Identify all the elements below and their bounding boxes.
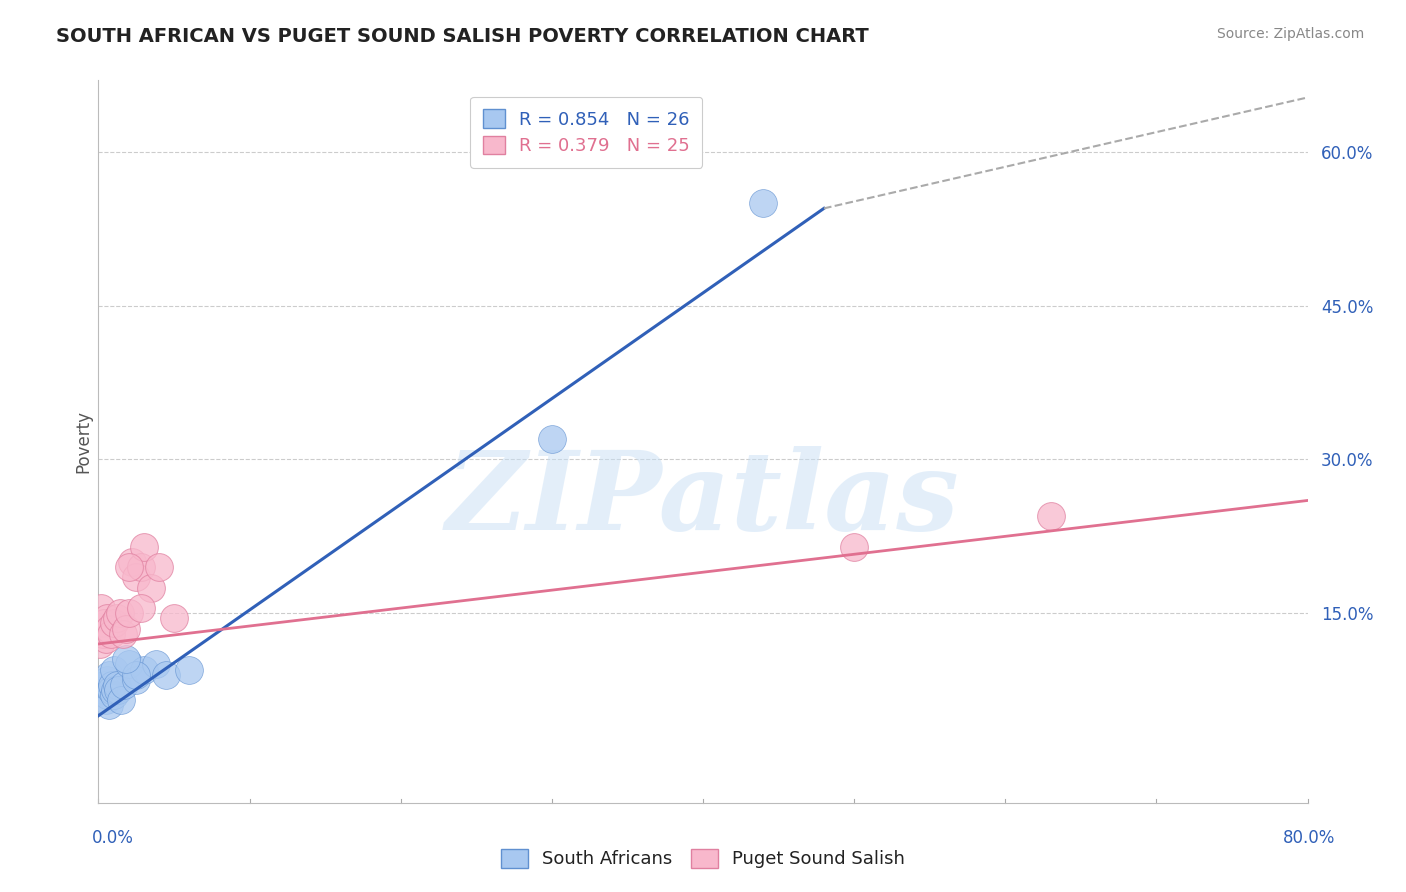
Point (103, 663, 125, 677)
Point (105, 611, 128, 625)
Point (108, 606, 131, 620)
Point (93, 678, 115, 692)
Point (89, 637, 111, 651)
Point (114, 622, 136, 636)
Point (91, 626, 114, 640)
Point (93, 616, 115, 631)
Point (155, 667, 177, 681)
Point (129, 560, 152, 574)
Point (125, 667, 148, 681)
Point (96, 611, 118, 625)
Point (100, 626, 122, 640)
Y-axis label: Poverty: Poverty (75, 410, 93, 473)
Text: SOUTH AFRICAN VS PUGET SOUND SALISH POVERTY CORRELATION CHART: SOUTH AFRICAN VS PUGET SOUND SALISH POVE… (56, 27, 869, 45)
Point (844, 540, 866, 554)
Point (132, 663, 155, 677)
Text: ZIPatlas: ZIPatlas (446, 446, 960, 553)
Point (540, 432, 562, 446)
Point (98, 698, 121, 713)
Point (141, 581, 163, 595)
Point (100, 683, 122, 698)
Point (129, 601, 152, 615)
Point (96, 673, 118, 687)
Point (104, 683, 127, 698)
Point (179, 663, 201, 677)
Point (103, 688, 125, 702)
Text: Source: ZipAtlas.com: Source: ZipAtlas.com (1216, 27, 1364, 41)
Point (118, 657, 141, 672)
Point (114, 652, 136, 666)
Point (98, 667, 121, 681)
Point (125, 570, 148, 584)
Point (125, 673, 148, 687)
Point (1039, 508, 1062, 523)
Point (118, 606, 141, 620)
Point (752, 196, 775, 211)
Legend: South Africans, Puget Sound Salish: South Africans, Puget Sound Salish (494, 841, 912, 876)
Point (94, 693, 117, 707)
Point (96, 688, 118, 702)
Point (94, 632, 117, 646)
Legend: R = 0.854   N = 26, R = 0.379   N = 25: R = 0.854 N = 26, R = 0.379 N = 25 (470, 96, 703, 168)
Point (163, 611, 186, 625)
Text: 80.0%: 80.0% (1284, 830, 1336, 847)
Point (121, 555, 143, 569)
Point (145, 657, 167, 672)
Point (132, 540, 155, 554)
Point (101, 678, 124, 692)
Point (98, 622, 121, 636)
Point (111, 626, 134, 640)
Point (118, 560, 141, 574)
Point (107, 683, 129, 698)
Point (105, 678, 128, 692)
Point (110, 693, 132, 707)
Text: 0.0%: 0.0% (91, 830, 134, 847)
Point (90, 601, 112, 615)
Point (112, 678, 135, 692)
Point (148, 560, 170, 574)
Point (91, 683, 114, 698)
Point (103, 616, 125, 631)
